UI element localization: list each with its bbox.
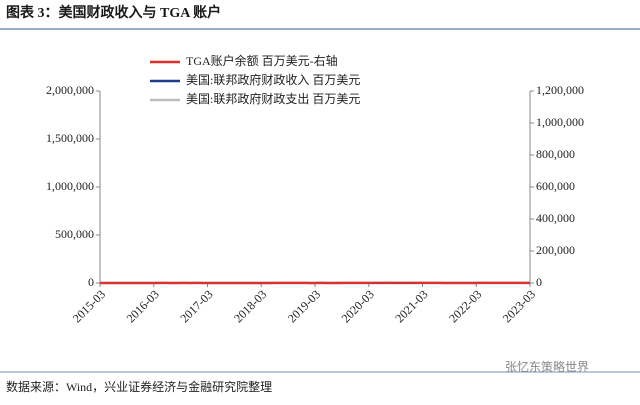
y-tick-label: 500,000: [55, 227, 94, 241]
x-tick-label: 2015-03: [70, 287, 108, 325]
y-tick-label: 2,000,000: [46, 83, 94, 97]
x-tick-label: 2021-03: [392, 287, 430, 325]
y2-tick-label: 200,000: [536, 243, 575, 257]
x-tick-label: 2023-03: [500, 287, 538, 325]
y-tick-label: 0: [88, 275, 94, 289]
y2-tick-label: 600,000: [536, 179, 575, 193]
source-note: 数据来源：Wind，兴业证券经济与金融研究院整理: [6, 379, 272, 394]
y2-tick-label: 800,000: [536, 147, 575, 161]
x-tick-label: 2019-03: [285, 287, 323, 325]
y2-tick-label: 1,200,000: [536, 83, 584, 97]
watermark: 张忆东策略世界: [505, 359, 589, 374]
chart-title: 图表 3：美国财政收入与 TGA 账户: [6, 4, 221, 21]
y2-tick-label: 0: [536, 275, 542, 289]
legend-label: TGA账户余额 百万美元-右轴: [186, 53, 338, 68]
y2-tick-label: 400,000: [536, 211, 575, 225]
y2-tick-label: 1,000,000: [536, 115, 584, 129]
x-tick-label: 2018-03: [231, 287, 269, 325]
x-tick-label: 2017-03: [177, 287, 215, 325]
x-tick-label: 2016-03: [124, 287, 162, 325]
x-tick-label: 2020-03: [339, 287, 377, 325]
legend-label: 美国:联邦政府财政支出 百万美元: [186, 91, 360, 106]
x-tick-label: 2022-03: [446, 287, 484, 325]
y-tick-label: 1,000,000: [46, 179, 94, 193]
y-tick-label: 1,500,000: [46, 131, 94, 145]
legend-label: 美国:联邦政府财政收入 百万美元: [186, 72, 360, 87]
